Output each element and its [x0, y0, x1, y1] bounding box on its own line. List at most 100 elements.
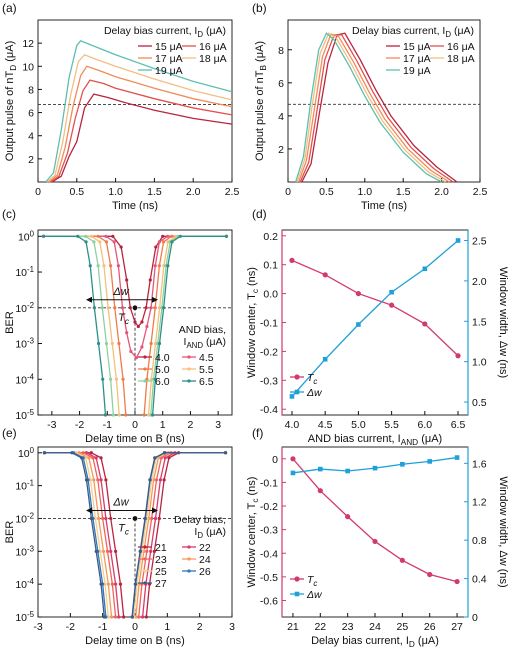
- x-tick-label: 1.5: [396, 186, 411, 198]
- legend-label: 18 μA: [447, 53, 475, 65]
- y-tick-label: 10-5: [15, 610, 34, 624]
- point-marker: [102, 615, 106, 619]
- point-marker: [149, 306, 153, 310]
- y-tick-label: 10-4: [15, 372, 34, 386]
- point-marker: [162, 478, 166, 482]
- width-annotation: Δw: [112, 496, 129, 508]
- point-marker: [162, 451, 167, 455]
- panel: (d) 4.0 4.5 5.0 5.5 6.0 6.5 -0.4 -0.3 -0.2 -0.1 0.0…: [246, 207, 509, 447]
- text-part: I: [194, 526, 197, 538]
- y-tick-label: 0.0: [263, 289, 278, 301]
- series-line: [292, 456, 458, 474]
- text-part: -3: [27, 337, 35, 346]
- point-marker: [106, 582, 110, 586]
- legend-label: 4.0: [155, 352, 170, 364]
- point-marker: [84, 240, 88, 244]
- point-marker: [144, 306, 148, 310]
- x-tick-label: -2: [75, 419, 84, 431]
- point-marker: [223, 451, 228, 455]
- text-part: B: [259, 65, 268, 71]
- point-marker: [41, 234, 46, 238]
- point-marker: [114, 615, 118, 619]
- legend-marker: [143, 379, 147, 383]
- point-marker: [84, 478, 89, 482]
- center-point: [132, 516, 138, 521]
- plot-frame: [287, 19, 481, 183]
- point-marker: [129, 349, 133, 354]
- panel: (f) 21 22 23 24 25 26 27 -0.6 -0.5 -0.4 -0.3 -0.2 -0.…: [246, 426, 509, 647]
- x-tick-label: 25: [397, 621, 409, 633]
- text-part: AND: [186, 341, 203, 350]
- point-marker: [136, 324, 140, 329]
- point-marker: [162, 264, 166, 268]
- x-tick-label: 6.5: [451, 419, 466, 431]
- x-tick-label: 4.0: [285, 419, 300, 431]
- point-marker: [84, 456, 88, 460]
- x-tick-label: 0: [132, 621, 138, 633]
- y-tick-label: 0.1: [263, 260, 278, 272]
- text-part: Output pulse of nT: [4, 70, 16, 161]
- y-tick-label: 0: [272, 454, 278, 466]
- text-part: 10: [15, 339, 27, 351]
- series-line: [299, 34, 454, 183]
- x-tick-label: -3: [47, 419, 56, 431]
- point-marker: [117, 413, 121, 417]
- point-marker: [157, 240, 161, 244]
- text-part: 10: [15, 374, 27, 386]
- plot-frame: [37, 19, 233, 183]
- x-tick-label: 22: [314, 621, 326, 633]
- point-marker: [153, 264, 157, 268]
- text-part: -4: [27, 372, 35, 381]
- series-line: [43, 235, 227, 416]
- text-part: 0: [30, 446, 35, 455]
- x-tick-label: 23: [342, 621, 354, 633]
- point-marker: [158, 306, 162, 310]
- point-marker: [110, 582, 114, 586]
- point-marker: [317, 466, 323, 472]
- y-tick-label: 100: [18, 446, 35, 460]
- panel: (c)-3 -2 -1 0 1 2 310010-110-210-310-410-5Dela…: [2, 207, 233, 445]
- series-line: [291, 240, 459, 397]
- point-marker: [143, 516, 147, 521]
- x-tick-label: 4.5: [318, 419, 333, 431]
- point-marker: [153, 516, 158, 521]
- y2-axis-label: Window width, Δw (ns): [497, 476, 509, 587]
- y-tick-label: 4: [28, 131, 34, 143]
- y-tick-label: 0.2: [263, 231, 278, 243]
- y-tick-label: 10-3: [15, 337, 34, 351]
- legend-label: Δw: [306, 387, 323, 399]
- legend-label: 25: [155, 566, 167, 578]
- point-marker: [118, 582, 123, 586]
- point-marker: [322, 272, 328, 278]
- point-marker: [92, 478, 96, 482]
- y-tick-label: -0.4: [260, 548, 278, 560]
- point-marker: [138, 549, 142, 553]
- point-marker: [148, 278, 152, 282]
- legend-marker: [294, 576, 300, 582]
- text-part: (μA): [203, 336, 226, 348]
- point-marker: [98, 240, 102, 244]
- legend-label: 17 μA: [403, 53, 431, 65]
- point-marker: [289, 394, 295, 399]
- point-marker: [149, 549, 153, 553]
- point-marker: [130, 615, 134, 619]
- point-marker: [91, 456, 95, 460]
- point-marker: [455, 353, 461, 359]
- series-line: [50, 79, 233, 183]
- point-marker: [148, 478, 152, 482]
- point-marker: [134, 356, 138, 360]
- y2-tick-label: 0.5: [472, 397, 487, 409]
- legend-label: 17 μA: [155, 53, 183, 65]
- text-part: 10: [18, 231, 30, 243]
- point-marker: [96, 341, 101, 346]
- legend-marker: [143, 569, 147, 573]
- legend-marker: [143, 557, 147, 561]
- point-marker: [113, 306, 117, 310]
- legend-label: 18 μA: [199, 53, 227, 65]
- point-marker: [290, 470, 296, 476]
- y2-tick-label: 0: [472, 612, 478, 624]
- point-marker: [96, 234, 100, 238]
- point-marker: [145, 549, 149, 553]
- series-line: [46, 53, 233, 183]
- legend-label: 5.0: [155, 364, 170, 376]
